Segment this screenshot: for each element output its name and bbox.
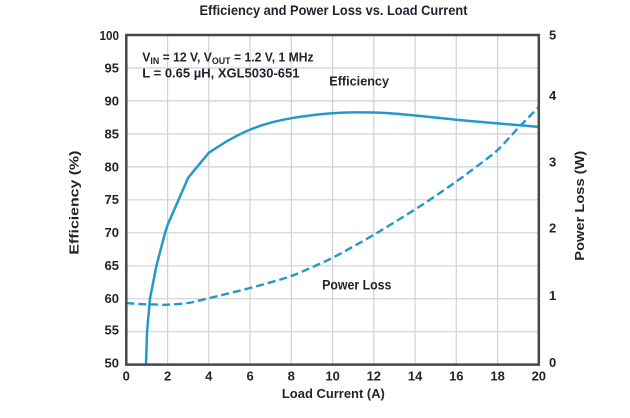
svg-text:70: 70 (105, 225, 119, 240)
svg-text:5: 5 (549, 27, 556, 42)
svg-text:VIN = 12 V, VOUT = 1.2 V, 1 MH: VIN = 12 V, VOUT = 1.2 V, 1 MHz (142, 50, 313, 66)
svg-text:18: 18 (490, 368, 504, 383)
svg-text:Load Current (A): Load Current (A) (282, 386, 385, 401)
svg-text:Power Loss (W): Power Loss (W) (572, 151, 587, 261)
svg-text:85: 85 (105, 126, 119, 141)
svg-text:16: 16 (449, 368, 463, 383)
svg-text:L = 0.65 µH, XGL5030-651: L = 0.65 µH, XGL5030-651 (142, 66, 299, 81)
svg-text:60: 60 (105, 291, 119, 306)
svg-text:12: 12 (367, 368, 381, 383)
svg-text:14: 14 (408, 368, 423, 383)
svg-text:50: 50 (105, 356, 119, 371)
svg-text:4: 4 (205, 368, 213, 383)
svg-text:Power Loss: Power Loss (322, 278, 391, 293)
svg-text:Efficiency: Efficiency (329, 73, 389, 88)
svg-text:90: 90 (105, 94, 119, 109)
svg-text:65: 65 (105, 258, 119, 273)
svg-text:2: 2 (549, 220, 556, 235)
svg-text:80: 80 (105, 159, 119, 174)
svg-text:2: 2 (164, 368, 171, 383)
svg-text:10: 10 (325, 368, 339, 383)
svg-text:20: 20 (532, 368, 546, 383)
svg-text:75: 75 (105, 192, 119, 207)
svg-text:0: 0 (549, 355, 556, 370)
svg-text:3: 3 (549, 154, 556, 169)
svg-text:55: 55 (105, 323, 119, 338)
svg-text:100: 100 (100, 28, 120, 43)
svg-text:8: 8 (288, 368, 295, 383)
svg-text:Efficiency and Power Loss vs.: Efficiency and Power Loss vs. Load Curre… (200, 3, 468, 18)
svg-text:1: 1 (549, 288, 556, 303)
svg-text:6: 6 (246, 368, 253, 383)
svg-text:0: 0 (123, 368, 130, 383)
svg-text:Efficiency (%): Efficiency (%) (66, 151, 81, 255)
svg-text:95: 95 (105, 61, 119, 76)
svg-text:4: 4 (549, 88, 557, 103)
